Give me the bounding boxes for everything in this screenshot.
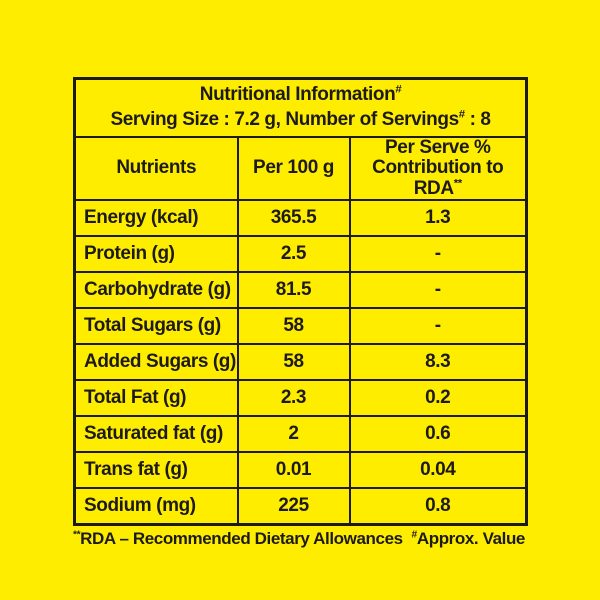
nutrient-name-cell: Saturated fat (g) <box>73 415 239 454</box>
nutrient-name-cell: Energy (kcal) <box>73 199 239 238</box>
table-row: Total Fat (g) 2.3 0.2 <box>73 379 528 418</box>
rda-marker: ** <box>73 528 81 540</box>
approx-marker: # <box>395 83 402 96</box>
nutrient-name-cell: Trans fat (g) <box>73 451 239 490</box>
nutrient-name-cell: Added Sugars (g) <box>73 343 239 382</box>
per-100g-value-cell: 2.3 <box>236 379 351 418</box>
table-row: Total Sugars (g) 58- <box>73 307 528 346</box>
table-row: Protein (g) 2.5- <box>73 235 528 274</box>
per-serve-rda-value-cell: 8.3 <box>348 343 528 382</box>
table-row: Added Sugars (g) 58 8.3 <box>73 343 528 382</box>
footnote-rda: **RDA – Recommended Dietary Allowances <box>73 528 403 548</box>
per-serve-rda-value-cell: 0.04 <box>348 451 528 490</box>
nutrient-rows: Energy (kcal) 365.5 1.3 Protein (g) 2.5- Carb… <box>73 199 528 526</box>
nutrition-label: Nutritional Information# Serving Size : … <box>73 77 529 549</box>
per-100g-value-cell: 58 <box>236 307 351 346</box>
table-row: Trans fat (g) 0.01 0.04 <box>73 451 528 490</box>
col-header-per-100g: Per 100 g <box>236 135 351 202</box>
per-serve-rda-value-cell: - <box>348 235 528 274</box>
rda-marker: ** <box>453 177 462 190</box>
per-serve-rda-value-cell: - <box>348 271 528 310</box>
footnote: **RDA – Recommended Dietary Allowances #… <box>73 529 525 549</box>
approx-marker: # <box>411 528 418 540</box>
per-100g-value-cell: 2.5 <box>236 235 351 274</box>
table-row: Energy (kcal) 365.5 1.3 <box>73 199 528 238</box>
col-header-nutrients: Nutrients <box>73 135 239 202</box>
table-title: Nutritional Information# <box>199 83 402 106</box>
per-serve-rda-value-cell: 0.2 <box>348 379 528 418</box>
per-100g-value-cell: 0.01 <box>236 451 351 490</box>
per-100g-value-cell: 81.5 <box>236 271 351 310</box>
serving-size-line: Serving Size : 7.2 g, Number of Servings… <box>110 108 491 130</box>
table-row: Saturated fat (g) 2 0.6 <box>73 415 528 454</box>
per-100g-value-cell: 365.5 <box>236 199 351 238</box>
nutrient-name-cell: Carbohydrate (g) <box>73 271 239 310</box>
per-serve-rda-value-cell: 0.6 <box>348 415 528 454</box>
column-header-row: Nutrients Per 100 g Per Serve % Contribu… <box>73 135 528 202</box>
table-row: Sodium (mg) 225 0.8 <box>73 487 528 526</box>
approx-marker: # <box>458 108 465 121</box>
nutrient-name-cell: Sodium (mg) <box>73 487 239 526</box>
per-100g-value-cell: 58 <box>236 343 351 382</box>
table-title-cell: Nutritional Information# Serving Size : … <box>73 77 528 138</box>
nutrition-table: Nutritional Information# Serving Size : … <box>73 77 529 526</box>
per-serve-rda-value-cell: 1.3 <box>348 199 528 238</box>
per-serve-rda-value-cell: - <box>348 307 528 346</box>
footnote-approx-value: #Approx. Value <box>411 528 526 548</box>
per-serve-rda-value-cell: 0.8 <box>348 487 528 526</box>
title-row: Nutritional Information# Serving Size : … <box>73 77 528 138</box>
table-row: Carbohydrate (g) 81.5- <box>73 271 528 310</box>
per-100g-value-cell: 225 <box>236 487 351 526</box>
per-100g-value-cell: 2 <box>236 415 351 454</box>
col-header-per-serve-rda: Per Serve % Contribution to RDA** <box>348 135 528 202</box>
nutrient-name-cell: Total Sugars (g) <box>73 307 239 346</box>
nutrient-name-cell: Protein (g) <box>73 235 239 274</box>
nutrient-name-cell: Total Fat (g) <box>73 379 239 418</box>
